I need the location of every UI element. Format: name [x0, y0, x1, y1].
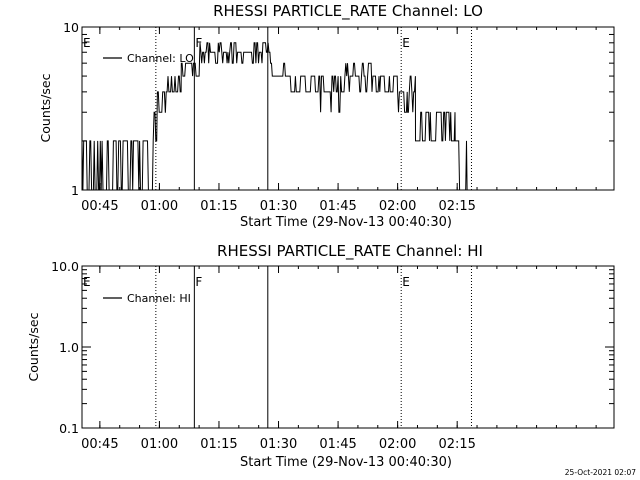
marker-label: E — [402, 275, 410, 289]
marker-label: E — [83, 275, 91, 289]
x-tick-label: 01:30 — [260, 199, 297, 214]
x-tick-label: 01:45 — [319, 199, 356, 214]
x-tick-label: 01:15 — [200, 437, 237, 452]
x-tick-label: 00:45 — [81, 199, 118, 214]
x-tick-label: 02:15 — [438, 199, 475, 214]
marker-label: E — [402, 36, 410, 50]
y-tick-label: 0.1 — [59, 421, 79, 436]
legend: Channel: LO — [103, 52, 194, 65]
y-tick-label: 10 — [63, 20, 79, 35]
legend-label: Channel: LO — [127, 52, 194, 65]
y-axis-label: Counts/sec — [26, 312, 41, 381]
chart-panel-hi: RHESSI PARTICLE_RATE Channel: HI Counts/… — [26, 242, 615, 470]
series-line — [81, 42, 471, 191]
x-axis-ticks: 00:45 01:00 01:15 01:30 01:45 02:00 02:15 — [81, 27, 597, 214]
x-axis-label: Start Time (29-Nov-13 00:40:30) — [240, 455, 452, 470]
series-lines — [81, 42, 471, 191]
x-tick-label: 00:45 — [81, 437, 118, 452]
x-tick-label: 01:15 — [200, 199, 237, 214]
y-tick-label: 1.0 — [59, 340, 79, 355]
generation-timestamp: 25-Oct-2021 02:07 — [565, 468, 636, 477]
marker-label: F — [195, 36, 202, 50]
chart-panel-lo: RHESSI PARTICLE_RATE Channel: LO Counts/… — [38, 2, 615, 230]
x-axis-label: Start Time (29-Nov-13 00:40:30) — [240, 215, 452, 230]
x-tick-label: 02:15 — [438, 437, 475, 452]
legend-label: Channel: HI — [127, 292, 191, 305]
x-tick-label: 01:00 — [141, 437, 178, 452]
y-tick-label: 10.0 — [51, 259, 79, 274]
legend: Channel: HI — [103, 292, 191, 305]
y-axis-ticks: 1 10 — [63, 20, 614, 198]
y-axis-ticks: 0.1 1.0 10.0 — [51, 259, 614, 436]
chart-title: RHESSI PARTICLE_RATE Channel: HI — [217, 242, 483, 261]
y-tick-label: 1 — [71, 183, 79, 198]
plot-frame — [81, 26, 615, 191]
x-tick-label: 01:30 — [260, 437, 297, 452]
y-axis-label: Counts/sec — [38, 73, 53, 142]
marker-label: F — [195, 275, 202, 289]
x-tick-label: 01:00 — [141, 199, 178, 214]
x-tick-label: 02:00 — [379, 437, 416, 452]
chart-title: RHESSI PARTICLE_RATE Channel: LO — [213, 2, 483, 21]
x-axis-ticks: 00:45 01:00 01:15 01:30 01:45 02:00 02:15 — [81, 266, 597, 452]
x-tick-label: 01:45 — [319, 437, 356, 452]
x-tick-label: 02:00 — [379, 199, 416, 214]
